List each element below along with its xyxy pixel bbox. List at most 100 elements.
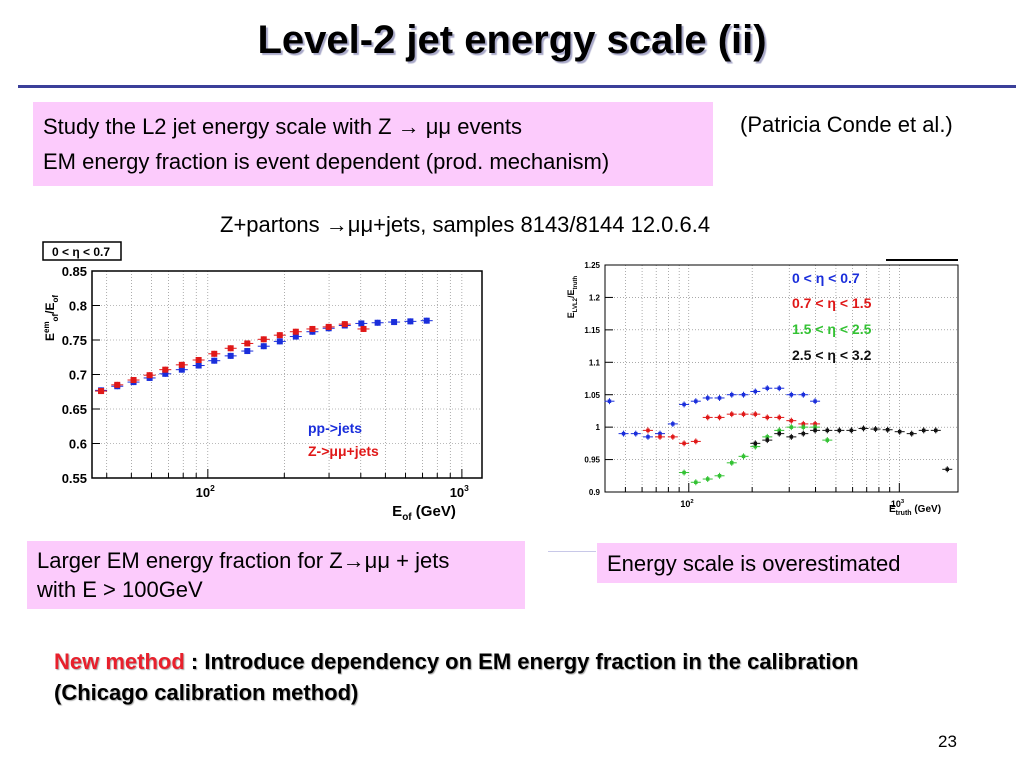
y-tick-label: 0.85: [62, 264, 87, 279]
y-tick-label: 1: [596, 423, 601, 432]
data-point-1-5-2-5: [777, 428, 782, 433]
data-point-2-5-3-2: [849, 428, 854, 433]
y-tick-label: 0.65: [62, 402, 87, 417]
data-point-0-0-7: [671, 422, 675, 426]
data-point-z-jets: [178, 361, 185, 368]
data-point-2-5-3-2: [945, 467, 950, 472]
legend-eta-07-15: 0.7 < η < 1.5: [792, 295, 872, 311]
legend-eta-25-32: 2.5 < η < 3.2: [792, 347, 872, 363]
data-point-z-jets: [227, 345, 234, 352]
data-point-0-0-7: [717, 396, 722, 400]
data-point-0-0-7: [753, 389, 758, 394]
data-point-pp-jets: [292, 333, 299, 340]
page-number: 23: [938, 732, 957, 751]
data-point-2-5-3-2: [777, 431, 782, 436]
data-point-0-0-7: [741, 392, 746, 397]
data-point-2-5-3-2: [873, 427, 878, 431]
data-point-0-7-1-5: [777, 415, 782, 420]
data-point-0-7-1-5: [682, 441, 686, 446]
study-line-1: Study the L2 jet energy scale with Z → μ…: [43, 114, 523, 139]
data-point-z-jets: [130, 377, 137, 384]
data-point-0-7-1-5: [658, 435, 662, 439]
data-point-1-5-2-5: [825, 438, 830, 442]
legend-eta-15-25: 1.5 < η < 2.5: [792, 321, 872, 337]
y-tick-label: 0.7: [69, 367, 87, 382]
data-point-pp-jets: [374, 319, 381, 326]
x-tick-label: 103: [891, 499, 905, 509]
samples-subheading: Z+partons →μμ+jets, samples 8143/8144 12…: [220, 212, 711, 237]
data-point-2-5-3-2: [837, 428, 842, 433]
data-point-1-5-2-5: [741, 454, 746, 459]
data-point-z-jets: [276, 332, 283, 339]
new-method-highlight: New method: [54, 649, 185, 674]
x-tick-label: 102: [680, 499, 694, 509]
data-point-0-7-1-5: [813, 422, 817, 426]
data-point-1-5-2-5: [765, 435, 770, 439]
data-point-0-7-1-5: [801, 422, 806, 426]
data-point-z-jets: [114, 381, 121, 388]
data-point-pp-jets: [358, 320, 365, 327]
y-tick-label: 0.9: [589, 488, 601, 497]
data-point-z-jets: [325, 323, 332, 330]
data-point-0-7-1-5: [765, 415, 770, 420]
data-point-z-jets: [260, 336, 267, 343]
data-point-1-5-2-5: [717, 474, 722, 478]
y-tick-label: 0.95: [584, 456, 600, 465]
data-point-1-5-2-5: [813, 425, 817, 429]
data-point-0-0-7: [682, 402, 686, 407]
data-point-pp-jets: [407, 318, 414, 325]
data-point-0-7-1-5: [694, 439, 698, 444]
data-point-pp-jets: [195, 362, 202, 369]
credit-text: (Patricia Conde et al.): [740, 112, 953, 137]
em-fraction-note-line-1: Larger EM energy fraction for Z→μμ + jet…: [37, 548, 450, 573]
data-point-0-0-7: [789, 392, 794, 397]
new-method-text: New method : Introduce dependency on EM …: [54, 646, 858, 708]
data-point-z-jets: [360, 325, 367, 332]
data-point-z-jets: [309, 325, 316, 332]
data-point-0-7-1-5: [789, 418, 794, 423]
data-point-0-7-1-5: [717, 415, 722, 420]
em-fraction-plot: 0 < η < 0.7 Eemof/Eof 0.550.60.650.70.75…: [40, 240, 492, 524]
overestimate-note-text: Energy scale is overestimated: [607, 551, 901, 576]
data-point-z-jets: [146, 372, 153, 379]
data-point-0-0-7: [607, 399, 612, 403]
study-box: Study the L2 jet energy scale with Z → μ…: [33, 102, 713, 186]
data-point-pp-jets: [162, 370, 169, 377]
data-point-1-5-2-5: [789, 425, 794, 429]
data-point-z-jets: [162, 366, 169, 373]
connector-line: [548, 551, 596, 552]
data-point-0-7-1-5: [741, 412, 746, 416]
y-tick-label: 0.6: [69, 436, 87, 451]
legend-z-mumu-jets: Z->μμ+jets: [308, 443, 379, 459]
data-point-pp-jets: [423, 317, 430, 324]
y-tick-label: 0.75: [62, 333, 87, 348]
plot-grid: [92, 271, 482, 478]
data-point-1-5-2-5: [682, 470, 686, 475]
slide-title: Level-2 jet energy scale (ii): [257, 18, 767, 62]
data-point-pp-jets: [178, 366, 185, 373]
eta-label-box: [42, 241, 122, 261]
data-point-0-7-1-5: [753, 412, 758, 416]
data-point-pp-jets: [244, 348, 251, 355]
data-point-0-0-7: [621, 431, 626, 436]
data-point-0-7-1-5: [646, 428, 650, 433]
data-point-2-5-3-2: [789, 435, 794, 439]
y-tick-label: 1.05: [584, 391, 600, 400]
y-tick-label: 0.8: [69, 298, 87, 313]
energy-scale-plot: ELVL2/Etruth 0.90.9511.051.11.151.21.25 …: [560, 255, 960, 525]
data-point-0-0-7: [658, 431, 662, 436]
data-point-pp-jets: [260, 343, 267, 350]
data-point-z-jets: [98, 388, 105, 395]
data-point-0-0-7: [801, 392, 806, 397]
legend-eta-0-07: 0 < η < 0.7: [792, 270, 860, 286]
data-point-2-5-3-2: [885, 427, 890, 432]
data-point-z-jets: [211, 350, 218, 357]
title-underline: [18, 85, 1016, 88]
data-point-2-5-3-2: [861, 426, 866, 431]
data-point-z-jets: [341, 321, 348, 328]
data-point-0-7-1-5: [705, 415, 710, 420]
data-point-1-5-2-5: [801, 425, 806, 429]
data-point-2-5-3-2: [897, 429, 902, 434]
data-point-0-0-7: [765, 386, 770, 390]
overestimate-note-box: Energy scale is overestimated: [597, 543, 957, 583]
